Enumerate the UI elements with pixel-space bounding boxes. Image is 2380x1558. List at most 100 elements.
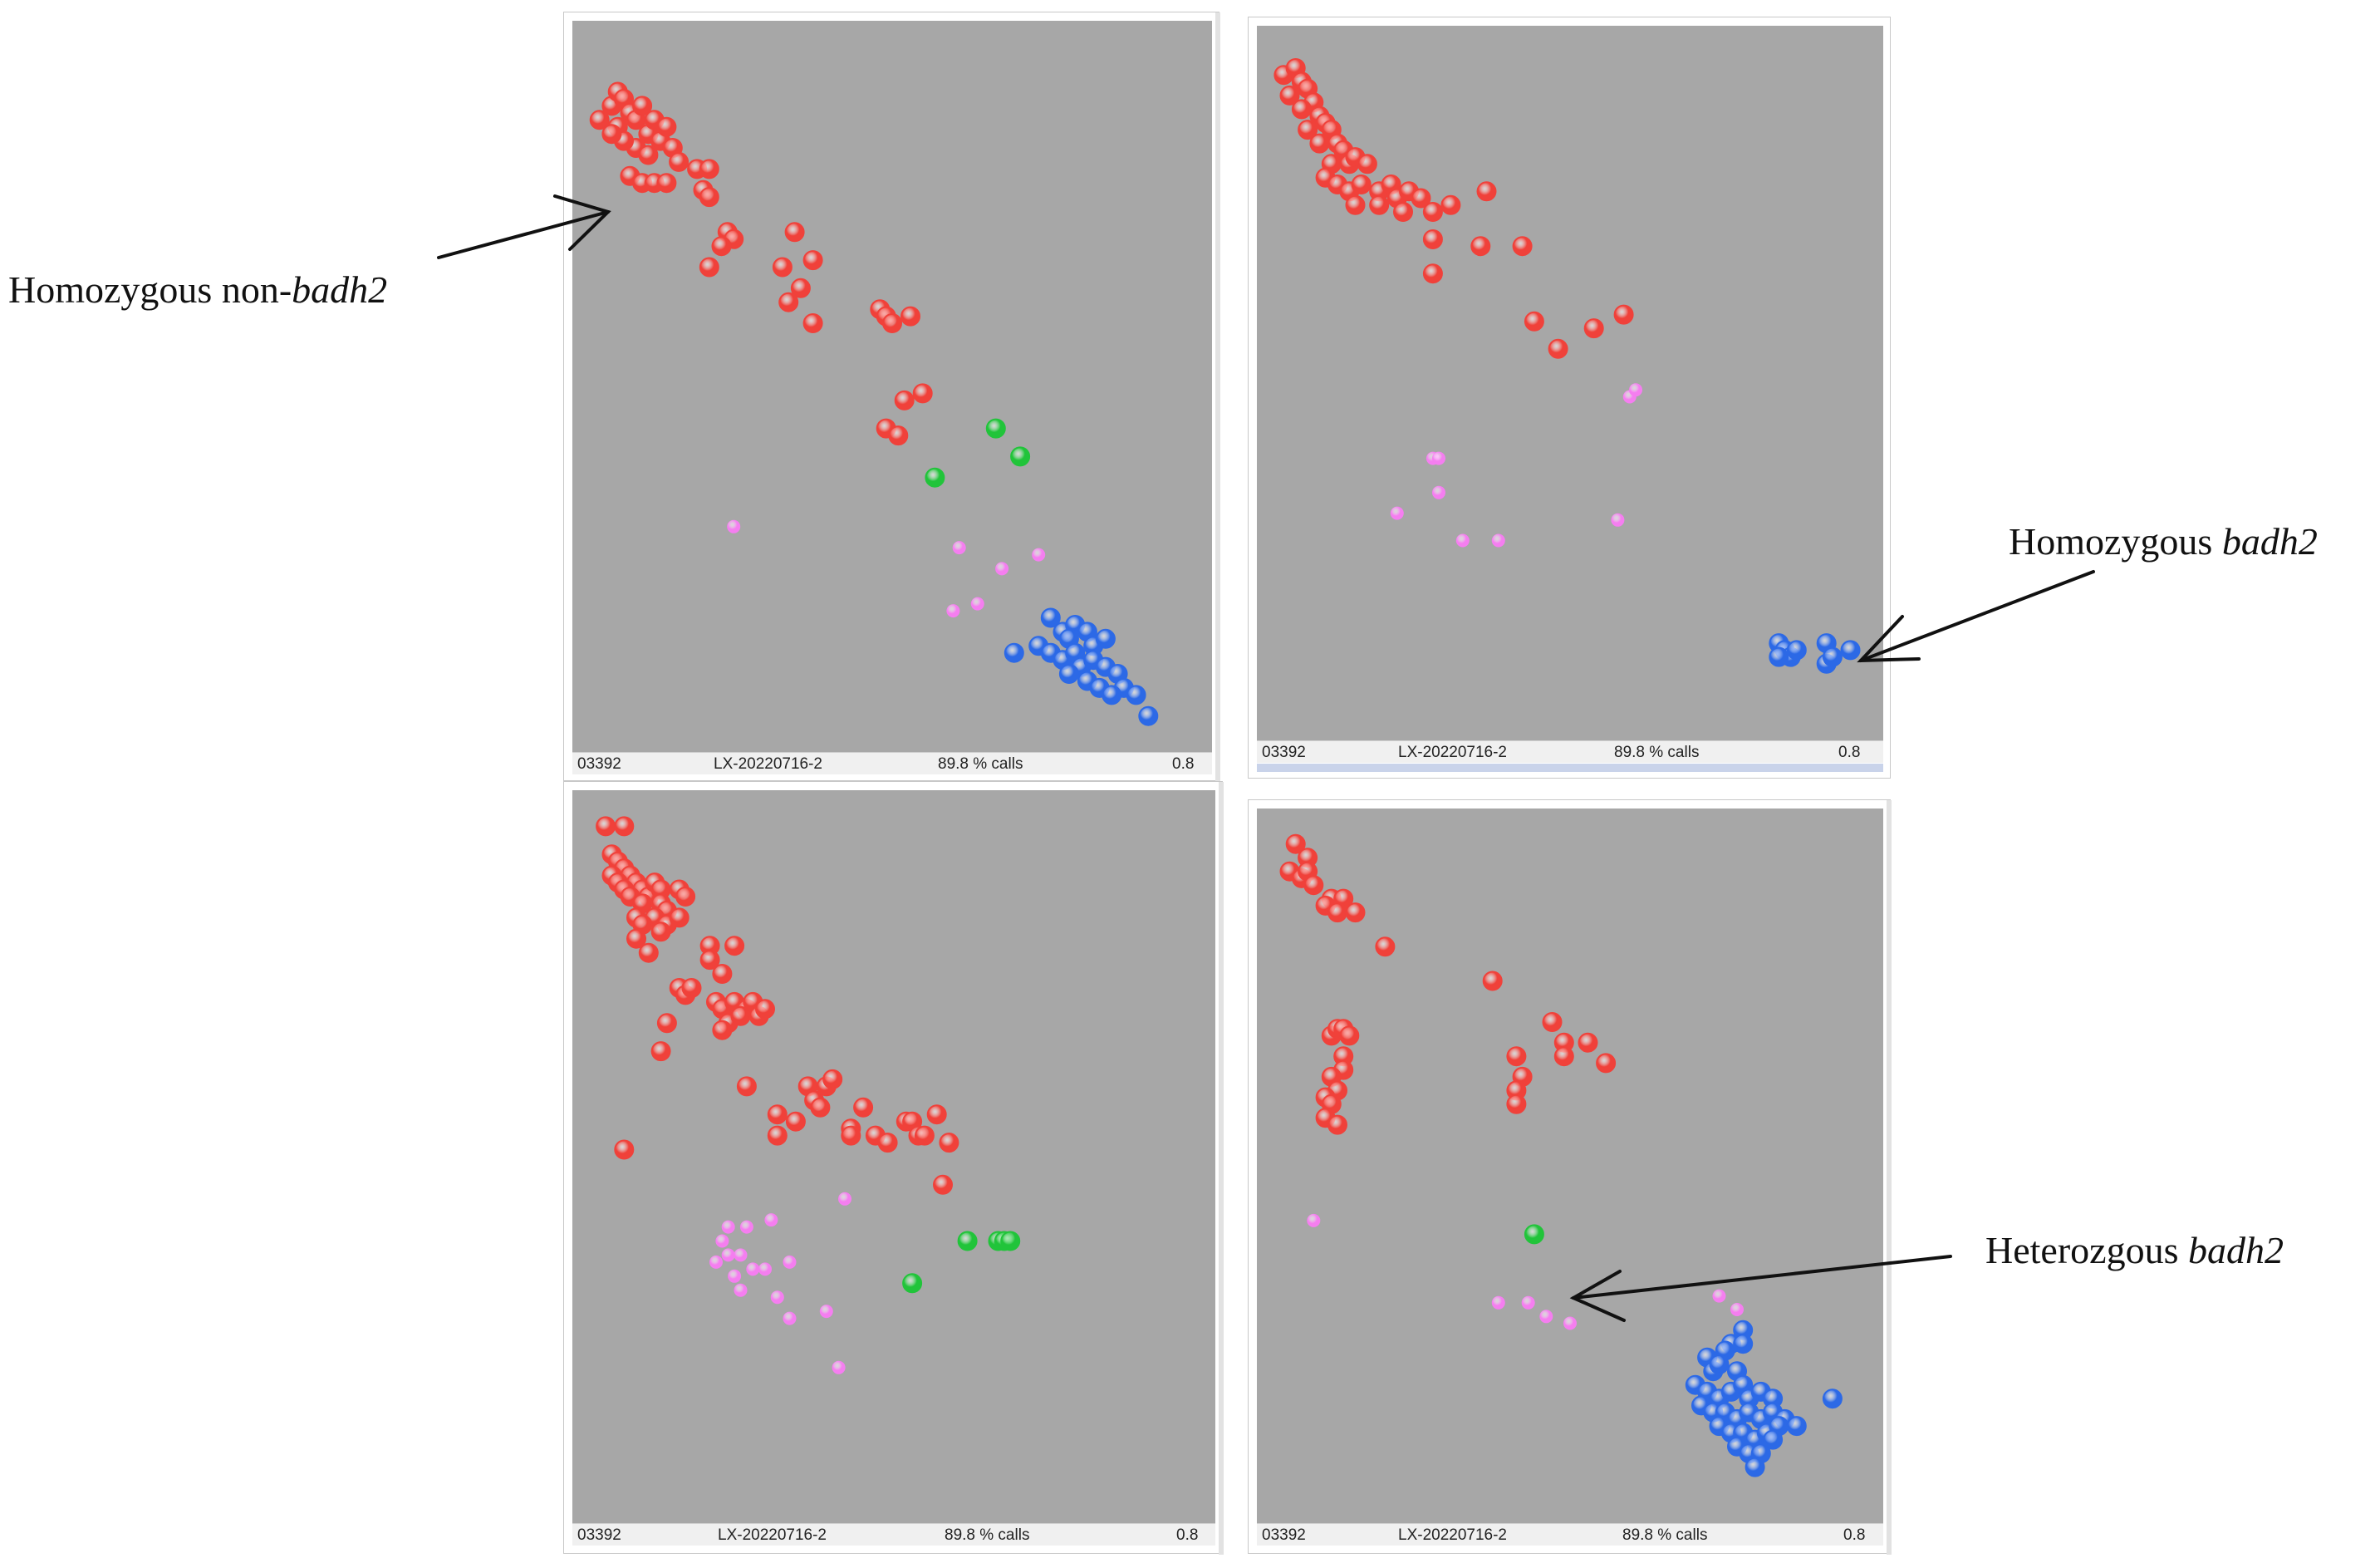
data-point-homozygous-non-badh2 xyxy=(1309,133,1330,154)
data-point-homozygous-non-badh2 xyxy=(894,390,915,410)
data-point-homozygous-non-badh2 xyxy=(1351,174,1372,194)
status-run: LX-20220716-2 xyxy=(714,755,822,773)
data-point-homozygous-non-badh2 xyxy=(939,1133,959,1153)
data-point-no-call xyxy=(721,1248,735,1262)
data-point-homozygous-non-badh2 xyxy=(711,236,732,257)
scatter-plot xyxy=(1273,58,1861,674)
data-point-homozygous-non-badh2 xyxy=(1327,1114,1347,1135)
scatter-panel-top-right: 03392 LX-20220716-2 89.8 % calls 0.8 xyxy=(1248,17,1891,779)
data-point-homozygous-non-badh2 xyxy=(1285,833,1306,854)
data-point-homozygous-non-badh2 xyxy=(699,950,720,971)
data-point-homozygous-badh2 xyxy=(1102,685,1122,705)
status-calls: 89.8 % calls xyxy=(1622,1526,1708,1544)
data-point-no-call xyxy=(1563,1316,1577,1330)
data-point-no-call xyxy=(1432,485,1445,499)
data-point-homozygous-non-badh2 xyxy=(914,1125,935,1146)
data-point-homozygous-badh2 xyxy=(1058,664,1079,684)
label-heterozygous-badh2: Heterozgous badh2 xyxy=(1985,1229,2284,1271)
data-point-no-call xyxy=(1730,1303,1744,1316)
data-point-homozygous-badh2 xyxy=(1822,1388,1843,1409)
data-point-homozygous-non-badh2 xyxy=(669,907,689,928)
data-point-no-call xyxy=(727,519,741,533)
data-point-homozygous-non-badh2 xyxy=(1411,188,1431,209)
status-scale: 0.8 xyxy=(1838,744,1861,761)
data-point-homozygous-non-badh2 xyxy=(767,1104,788,1125)
status-bar: 03392 LX-20220716-2 89.8 % calls 0.8 xyxy=(572,1523,1215,1546)
data-point-homozygous-non-badh2 xyxy=(912,383,933,404)
data-point-homozygous-non-badh2 xyxy=(1279,85,1300,106)
data-point-homozygous-non-badh2 xyxy=(589,110,610,130)
data-point-homozygous-non-badh2 xyxy=(736,1076,757,1097)
scatter-plot xyxy=(589,81,1159,726)
status-id: 03392 xyxy=(1262,1526,1306,1544)
data-point-homozygous-non-badh2 xyxy=(1375,936,1396,957)
scatter-plot xyxy=(596,816,1021,1374)
data-point-homozygous-badh2 xyxy=(1786,1416,1807,1437)
data-point-homozygous-badh2 xyxy=(1840,640,1861,661)
data-point-homozygous-non-badh2 xyxy=(1327,902,1347,923)
data-point-no-call xyxy=(832,1360,846,1374)
data-point-homozygous-non-badh2 xyxy=(1345,902,1366,923)
arrow-homo-badh2 xyxy=(1857,570,2095,663)
data-point-homozygous-non-badh2 xyxy=(1613,304,1634,325)
data-point-homozygous-non-badh2 xyxy=(853,1097,874,1118)
data-point-homozygous-non-badh2 xyxy=(1422,229,1443,249)
data-point-no-call xyxy=(1491,1295,1505,1310)
data-point-no-call xyxy=(1712,1289,1726,1303)
data-point-homozygous-non-badh2 xyxy=(638,145,659,165)
data-point-homozygous-non-badh2 xyxy=(656,1013,677,1034)
horizontal-scrollbar[interactable] xyxy=(1257,764,1883,772)
data-point-no-call xyxy=(1629,383,1642,397)
status-id: 03392 xyxy=(577,755,621,773)
data-point-homozygous-non-badh2 xyxy=(1583,318,1604,339)
data-point-homozygous-non-badh2 xyxy=(1482,971,1503,991)
data-point-homozygous-badh2 xyxy=(1095,628,1116,649)
data-point-homozygous-non-badh2 xyxy=(1369,194,1390,215)
data-point-no-call xyxy=(783,1255,797,1269)
data-point-homozygous-non-badh2 xyxy=(614,816,635,837)
data-point-homozygous-non-badh2 xyxy=(724,936,745,956)
status-bar: 03392 LX-20220716-2 89.8 % calls 0.8 xyxy=(572,752,1212,774)
data-point-no-call xyxy=(1491,533,1505,548)
data-point-homozygous-non-badh2 xyxy=(1506,1046,1527,1067)
data-point-homozygous-non-badh2 xyxy=(650,1041,671,1062)
scatter-panel-bottom-left: 03392 LX-20220716-2 89.8 % calls 0.8 xyxy=(563,781,1224,1555)
data-point-homozygous-badh2 xyxy=(1733,1334,1754,1354)
data-point-homozygous-non-badh2 xyxy=(650,922,671,942)
status-calls: 89.8 % calls xyxy=(945,1526,1030,1544)
status-scale: 0.8 xyxy=(1172,755,1195,773)
scatter-panel-top-left: 03392 LX-20220716-2 89.8 % calls 0.8 xyxy=(563,12,1220,782)
status-bar: 03392 LX-20220716-2 89.8 % calls 0.8 xyxy=(1257,1523,1883,1546)
data-point-homozygous-non-badh2 xyxy=(1470,236,1491,257)
status-calls: 89.8 % calls xyxy=(938,755,1023,773)
data-point-no-call xyxy=(1390,506,1404,520)
data-point-homozygous-non-badh2 xyxy=(1422,202,1443,222)
status-id: 03392 xyxy=(1262,744,1306,761)
status-scale: 0.8 xyxy=(1176,1526,1199,1544)
data-point-no-call xyxy=(1611,513,1625,527)
data-point-homozygous-non-badh2 xyxy=(656,173,677,194)
data-point-homozygous-non-badh2 xyxy=(802,250,823,271)
data-point-homozygous-non-badh2 xyxy=(632,96,653,116)
data-point-homozygous-non-badh2 xyxy=(596,816,616,837)
data-point-no-call xyxy=(721,1220,735,1234)
data-point-no-call xyxy=(739,1220,753,1234)
data-point-homozygous-non-badh2 xyxy=(810,1097,831,1118)
data-point-no-call xyxy=(970,597,984,611)
data-point-homozygous-non-badh2 xyxy=(675,887,696,907)
data-point-heterozygous-badh2 xyxy=(925,467,945,488)
data-point-no-call xyxy=(1521,1295,1535,1310)
data-point-homozygous-non-badh2 xyxy=(699,159,719,179)
data-point-homozygous-non-badh2 xyxy=(888,425,909,446)
data-point-homozygous-badh2 xyxy=(1709,1354,1730,1374)
data-point-no-call xyxy=(1432,451,1445,465)
label-homozygous-non-badh2: Homozygous non-badh2 xyxy=(8,268,388,311)
data-point-homozygous-badh2 xyxy=(1822,646,1843,667)
status-scale: 0.8 xyxy=(1843,1526,1866,1544)
status-calls: 89.8 % calls xyxy=(1614,744,1700,761)
data-point-heterozygous-badh2 xyxy=(985,418,1006,439)
data-point-homozygous-non-badh2 xyxy=(601,124,622,145)
data-point-homozygous-non-badh2 xyxy=(730,1005,751,1026)
label-homozygous-badh2: Homozygous badh2 xyxy=(2009,520,2318,563)
data-point-homozygous-non-badh2 xyxy=(1596,1053,1617,1074)
